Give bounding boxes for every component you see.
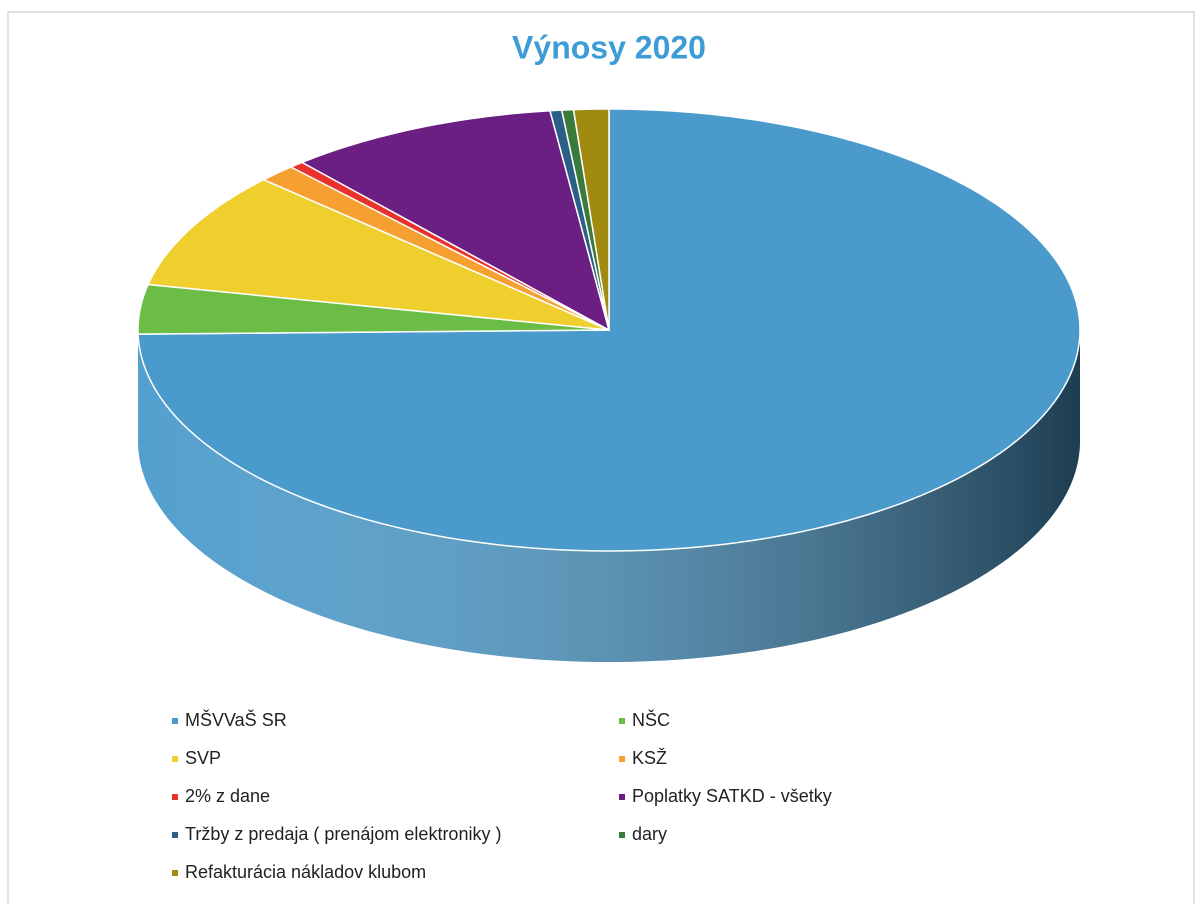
legend-swatch <box>172 870 178 876</box>
legend-label: SVP <box>185 748 221 768</box>
slice <box>147 178 610 331</box>
legend-swatch <box>172 718 178 724</box>
legend-swatch <box>619 718 625 724</box>
slice <box>572 108 610 331</box>
legend-swatch <box>619 794 625 800</box>
slice <box>137 283 610 335</box>
legend-swatch <box>619 756 625 762</box>
slice <box>301 109 610 331</box>
legend-swatch <box>172 832 178 838</box>
legend-label: NŠC <box>632 709 670 730</box>
legend: MŠVVaŠ SR NŠC SVP KSŽ 2% z dane Poplatky SATK… <box>172 709 832 882</box>
legend-swatch <box>172 756 178 762</box>
legend-label: KSŽ <box>632 748 667 768</box>
pie <box>137 108 1081 662</box>
legend-label: MŠVVaŠ SR <box>185 709 287 730</box>
slice <box>262 166 610 331</box>
legend-swatch <box>619 832 625 838</box>
slice-side-shade <box>138 330 1080 662</box>
legend-label: Poplatky SATKD - všetky <box>632 786 832 806</box>
legend-label: 2% z dane <box>185 786 270 806</box>
legend-label: Refakturácia nákladov klubom <box>185 862 426 882</box>
legend-swatch <box>172 794 178 800</box>
legend-label: dary <box>632 824 667 844</box>
legend-label: Tržby z predaja ( prenájom elektroniky ) <box>185 824 501 844</box>
chart-title: Výnosy 2020 <box>512 29 706 65</box>
